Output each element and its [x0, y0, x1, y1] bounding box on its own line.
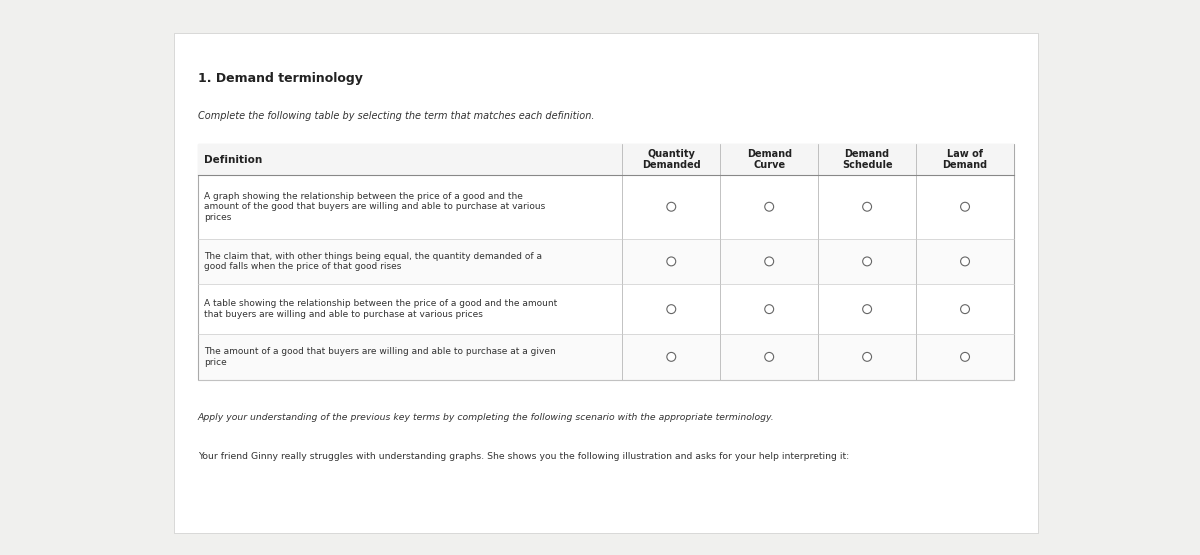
- Ellipse shape: [960, 203, 970, 211]
- Text: Apply your understanding of the previous key terms by completing the following s: Apply your understanding of the previous…: [198, 413, 775, 422]
- Text: A table showing the relationship between the price of a good and the amount
that: A table showing the relationship between…: [204, 300, 557, 319]
- Ellipse shape: [960, 305, 970, 314]
- Text: Quantity
Demanded: Quantity Demanded: [642, 149, 701, 170]
- Text: Definition: Definition: [204, 154, 263, 165]
- Ellipse shape: [667, 257, 676, 266]
- Text: The amount of a good that buyers are willing and able to purchase at a given
pri: The amount of a good that buyers are wil…: [204, 347, 556, 366]
- Point: [701, 356, 715, 362]
- Bar: [174, 33, 1038, 533]
- Point: [296, 282, 311, 289]
- Ellipse shape: [960, 257, 970, 266]
- Bar: [198, 239, 1014, 284]
- Point: [625, 174, 640, 181]
- Text: 1. Demand terminology: 1. Demand terminology: [198, 72, 362, 85]
- Point: [929, 247, 943, 254]
- Ellipse shape: [667, 305, 676, 314]
- Ellipse shape: [764, 305, 774, 314]
- Ellipse shape: [863, 203, 871, 211]
- Text: The claim that, with other things being equal, the quantity demanded of a
good f: The claim that, with other things being …: [204, 252, 542, 271]
- Ellipse shape: [764, 257, 774, 266]
- Bar: [198, 144, 1014, 175]
- Bar: [198, 284, 1014, 334]
- Ellipse shape: [667, 352, 676, 361]
- Text: Complete the following table by selecting the term that matches each definition.: Complete the following table by selectin…: [198, 111, 594, 121]
- Text: Demand
Schedule: Demand Schedule: [842, 149, 893, 170]
- Ellipse shape: [764, 352, 774, 361]
- Point: [296, 321, 311, 327]
- Point: [296, 198, 311, 205]
- Point: [929, 198, 943, 205]
- Bar: [198, 175, 1014, 239]
- Ellipse shape: [667, 203, 676, 211]
- Point: [296, 356, 311, 362]
- Text: Your friend Ginny really struggles with understanding graphs. She shows you the : Your friend Ginny really struggles with …: [198, 452, 850, 461]
- Ellipse shape: [863, 352, 871, 361]
- Point: [625, 356, 640, 362]
- Ellipse shape: [863, 305, 871, 314]
- Point: [776, 174, 791, 181]
- Text: Demand
Curve: Demand Curve: [746, 149, 792, 170]
- Ellipse shape: [764, 203, 774, 211]
- Point: [929, 356, 943, 362]
- Point: [929, 282, 943, 289]
- Point: [296, 247, 311, 254]
- Bar: [198, 144, 1014, 380]
- Point: [853, 356, 868, 362]
- Point: [929, 321, 943, 327]
- Point: [853, 174, 868, 181]
- Bar: [198, 334, 1014, 380]
- Ellipse shape: [960, 352, 970, 361]
- Point: [776, 356, 791, 362]
- Point: [701, 174, 715, 181]
- Text: A graph showing the relationship between the price of a good and the
amount of t: A graph showing the relationship between…: [204, 192, 545, 221]
- Text: Law of
Demand: Law of Demand: [942, 149, 988, 170]
- Ellipse shape: [863, 257, 871, 266]
